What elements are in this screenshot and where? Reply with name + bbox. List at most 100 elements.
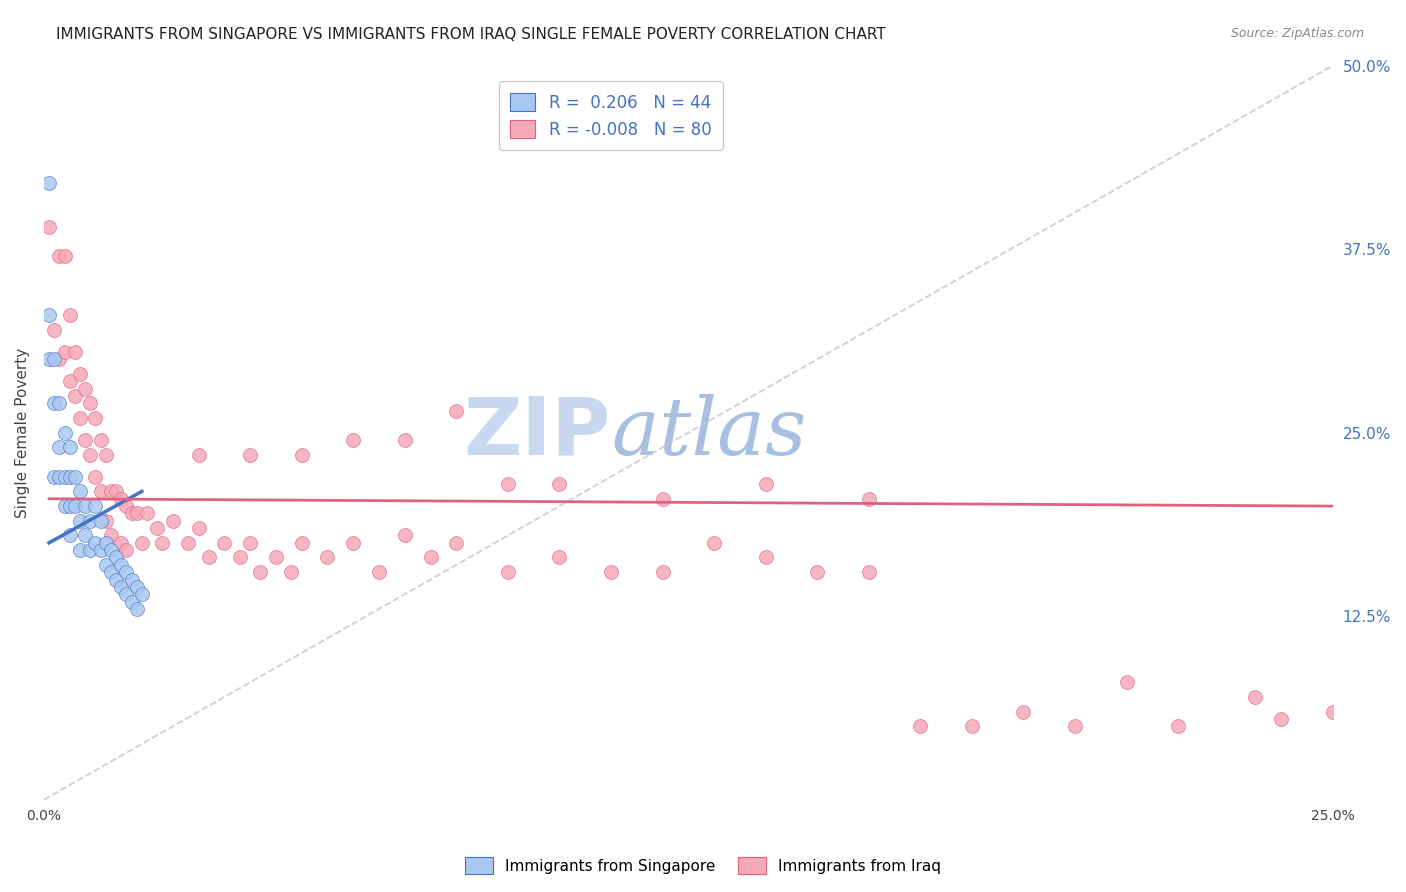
Point [162,514,184,528]
Point [110,536,132,550]
Point [131,536,153,550]
Point [90,543,112,558]
Point [125,580,148,594]
Point [121,594,143,608]
Text: atlas: atlas [612,394,807,472]
Point [38,352,60,367]
Point [48,441,70,455]
Point [59,374,82,388]
Point [100,543,122,558]
Point [1064,719,1087,733]
Point [94,514,117,528]
Point [59,441,82,455]
Point [110,580,132,594]
Point [44,396,66,410]
Point [79,514,101,528]
Point [79,543,101,558]
Point [84,499,107,513]
Point [960,719,983,733]
Point [63,389,86,403]
Point [59,499,82,513]
Point [496,477,519,491]
Point [63,499,86,513]
Point [651,565,673,579]
Point [53,499,76,513]
Point [187,448,209,462]
Legend: R =  0.206   N = 44, R = -0.008   N = 80: R = 0.206 N = 44, R = -0.008 N = 80 [499,81,723,150]
Point [394,433,416,447]
Y-axis label: Single Female Poverty: Single Female Poverty [15,348,30,517]
Point [394,528,416,542]
Point [48,469,70,483]
Point [703,536,725,550]
Point [48,352,70,367]
Point [84,536,107,550]
Point [75,528,97,542]
Point [214,536,236,550]
Point [69,484,91,499]
Point [239,536,262,550]
Point [1167,719,1189,733]
Point [446,536,468,550]
Point [1244,690,1267,704]
Point [105,484,128,499]
Point [177,536,200,550]
Point [69,543,91,558]
Point [910,719,932,733]
Point [239,448,262,462]
Point [1270,712,1292,726]
Point [125,602,148,616]
Point [755,477,778,491]
Point [100,565,122,579]
Point [75,382,97,396]
Point [44,323,66,337]
Point [280,565,302,579]
Point [105,550,128,565]
Text: Source: ZipAtlas.com: Source: ZipAtlas.com [1230,27,1364,40]
Point [75,433,97,447]
Point [105,573,128,587]
Point [63,345,86,359]
Point [115,543,138,558]
Point [806,565,828,579]
Point [84,411,107,425]
Point [90,484,112,499]
Point [94,448,117,462]
Point [125,507,148,521]
Point [152,536,174,550]
Point [53,469,76,483]
Point [121,507,143,521]
Point [69,367,91,381]
Point [600,565,623,579]
Point [496,565,519,579]
Point [115,565,138,579]
Point [249,565,271,579]
Legend: Immigrants from Singapore, Immigrants from Iraq: Immigrants from Singapore, Immigrants fr… [458,851,948,880]
Point [115,587,138,601]
Point [90,433,112,447]
Point [291,536,314,550]
Point [1012,705,1035,719]
Point [858,565,880,579]
Point [316,550,339,565]
Point [187,521,209,535]
Point [651,491,673,506]
Point [548,550,571,565]
Point [755,550,778,565]
Point [110,558,132,572]
Point [146,521,169,535]
Point [53,345,76,359]
Point [115,499,138,513]
Point [342,536,364,550]
Point [38,308,60,322]
Point [75,499,97,513]
Point [291,448,314,462]
Point [38,220,60,235]
Point [446,403,468,417]
Text: ZIP: ZIP [464,393,612,472]
Text: IMMIGRANTS FROM SINGAPORE VS IMMIGRANTS FROM IRAQ SINGLE FEMALE POVERTY CORRELAT: IMMIGRANTS FROM SINGAPORE VS IMMIGRANTS … [56,27,886,42]
Point [44,352,66,367]
Point [100,484,122,499]
Point [342,433,364,447]
Point [84,469,107,483]
